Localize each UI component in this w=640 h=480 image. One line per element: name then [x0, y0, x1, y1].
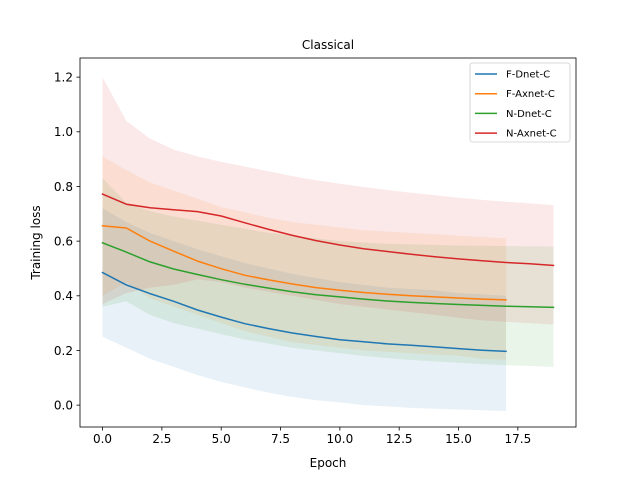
legend-label-n-dnet-c: N-Dnet-C: [506, 109, 552, 120]
x-tick-label: 5.0: [212, 432, 231, 446]
legend-label-f-axnet-c: F-Axnet-C: [506, 89, 555, 100]
x-tick-label: 0.0: [93, 432, 112, 446]
x-tick-label: 17.5: [504, 432, 531, 446]
band-f-dnet-c: [102, 208, 506, 412]
legend: F-Dnet-C F-Axnet-C N-Dnet-C N-Axnet-C: [469, 62, 571, 143]
y-tick-label: 0.6: [54, 234, 73, 248]
band-n-axnet-c: [102, 77, 554, 325]
band-n-dnet-c: [102, 178, 554, 367]
x-tick-label: 15.0: [445, 432, 472, 446]
x-tick-label: 7.5: [271, 432, 290, 446]
line-n-dnet-c: [101, 241, 555, 309]
series-lines: [101, 193, 555, 353]
x-tick-label: 2.5: [152, 432, 171, 446]
y-tick-label: 0.4: [54, 289, 73, 303]
legend-frame: [469, 62, 571, 143]
y-axis-label: Training loss: [29, 205, 43, 280]
line-f-axnet-c: [101, 224, 507, 301]
x-tick-label: 12.5: [386, 432, 413, 446]
legend-label-n-axnet-c: N-Axnet-C: [506, 129, 557, 140]
y-axis-ticks: 0.0 0.2 0.4 0.6 0.8 1.0 1.2: [54, 70, 80, 412]
y-tick-label: 0.0: [54, 398, 73, 412]
x-axis-label: Epoch: [310, 456, 347, 470]
y-tick-label: 1.2: [54, 70, 73, 84]
x-axis-ticks: 0.0 2.5 5.0 7.5 10.0 12.5 15.0 17.5: [93, 427, 531, 446]
y-tick-label: 1.0: [54, 125, 73, 139]
chart-title: Classical: [302, 38, 354, 52]
plot-area-frame: [79, 57, 577, 428]
x-tick-label: 10.0: [327, 432, 354, 446]
y-tick-label: 0.8: [54, 180, 73, 194]
legend-label-f-dnet-c: F-Dnet-C: [506, 70, 550, 81]
confidence-bands: [102, 77, 554, 412]
y-tick-label: 0.2: [54, 344, 73, 358]
band-f-axnet-c: [102, 156, 506, 360]
line-f-dnet-c: [101, 271, 507, 353]
line-n-axnet-c: [101, 193, 555, 267]
